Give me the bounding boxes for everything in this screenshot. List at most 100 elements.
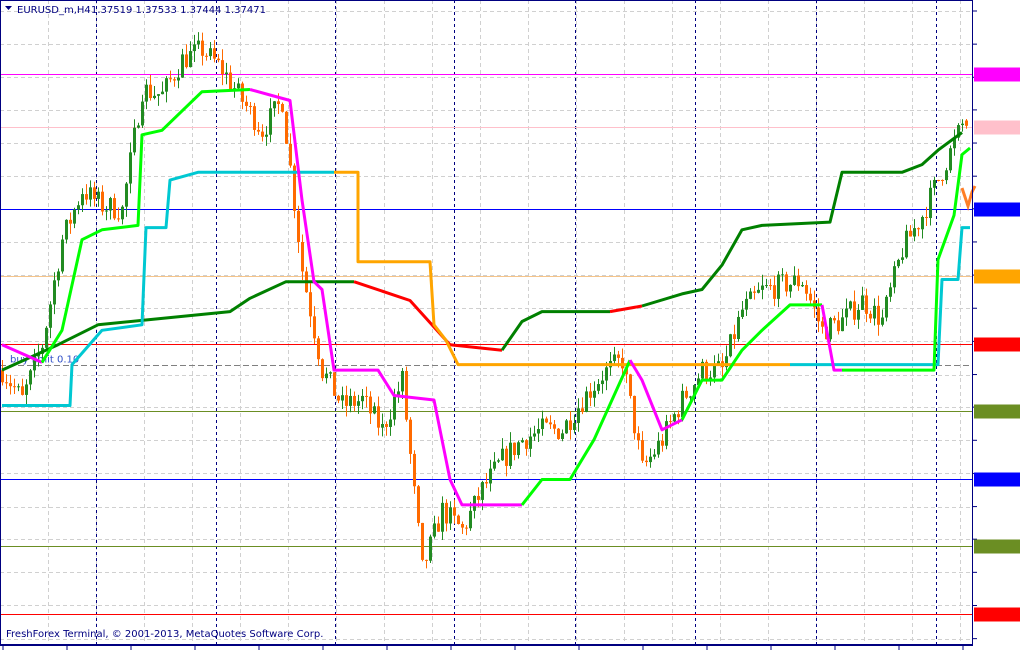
candle-body (241, 83, 244, 102)
candle-body (221, 60, 224, 75)
candle (961, 119, 964, 132)
chart-header: EURUSD_m,H4 1.37519 1.37533 1.37444 1.37… (5, 5, 266, 16)
candle (601, 370, 604, 394)
candle-body (965, 120, 968, 126)
candle-body (261, 131, 264, 137)
candle-body (13, 386, 16, 388)
dropdown-triangle-icon[interactable] (5, 6, 12, 10)
candle-body (85, 194, 88, 200)
candle (285, 110, 288, 144)
candle-body (885, 296, 888, 318)
candle (805, 280, 808, 301)
candle-body (93, 187, 96, 199)
candle (325, 367, 328, 384)
candle (317, 336, 320, 366)
candle (857, 304, 860, 329)
candle (257, 121, 260, 135)
candle (725, 345, 728, 371)
candle-body (433, 523, 436, 537)
candle-body (605, 367, 608, 381)
candle (921, 215, 924, 239)
candle-body (693, 385, 696, 397)
candle (933, 176, 936, 196)
candle (121, 205, 124, 225)
candle-body (125, 183, 128, 207)
candle-body (841, 317, 844, 332)
candle (465, 525, 468, 536)
candle-body (593, 390, 596, 398)
candle-body (705, 361, 708, 380)
candle (577, 398, 580, 432)
candle (505, 445, 508, 477)
candle (489, 459, 492, 492)
candle-body (361, 395, 364, 402)
candle-body (585, 391, 588, 412)
candle-body (153, 95, 156, 99)
candle (117, 207, 120, 222)
indicator-3-segment (842, 146, 971, 372)
candle-body (33, 356, 36, 371)
candle (417, 484, 420, 527)
candle-body (641, 440, 644, 461)
candle-body (689, 396, 692, 398)
candle (13, 378, 16, 395)
candle-body (745, 298, 748, 310)
price-tag (974, 404, 1020, 419)
candle-body (525, 440, 528, 449)
candle-body (309, 292, 312, 317)
candle (897, 258, 900, 269)
candle-body (281, 104, 284, 112)
price-tag (974, 120, 1020, 135)
candle (901, 248, 904, 264)
candle (877, 295, 880, 336)
candle (845, 298, 848, 326)
candle (249, 101, 252, 115)
candle (389, 409, 392, 436)
candle-body (45, 327, 48, 348)
candle (545, 416, 548, 424)
candle (205, 53, 208, 61)
candle (761, 274, 764, 300)
candle (49, 301, 52, 339)
candle (769, 278, 772, 291)
candle (513, 442, 516, 461)
candle-body (205, 55, 208, 57)
candle (673, 412, 676, 424)
candle (169, 70, 172, 83)
candle-body (797, 275, 800, 287)
candle-body (457, 515, 460, 525)
candle-body (313, 316, 316, 339)
candle (569, 411, 572, 440)
candle (965, 118, 968, 129)
time-axis[interactable] (0, 645, 973, 650)
candle-body (933, 179, 936, 188)
candle (289, 133, 292, 168)
candle-body (141, 101, 144, 126)
candle-body (681, 390, 684, 418)
candle-body (953, 137, 956, 149)
candle-body (21, 386, 24, 395)
indicator-1-segment (353, 280, 503, 352)
candle (541, 410, 544, 436)
candle (945, 167, 948, 185)
candle-body (637, 433, 640, 441)
candle-body (293, 165, 296, 211)
candle-body (957, 125, 960, 138)
candle (781, 268, 784, 282)
indicator-1-segment (641, 131, 963, 308)
candle (525, 439, 528, 456)
candle (273, 101, 276, 117)
candle-body (925, 216, 928, 219)
candle-body (201, 40, 204, 56)
candle (837, 311, 840, 335)
candle-body (209, 48, 212, 57)
candle-body (401, 370, 404, 392)
candle (105, 206, 108, 221)
candle-body (413, 453, 416, 487)
candle-body (245, 101, 248, 106)
symbol-label: EURUSD_m,H4 (17, 5, 91, 16)
candle-body (65, 219, 68, 240)
candle (365, 386, 368, 408)
